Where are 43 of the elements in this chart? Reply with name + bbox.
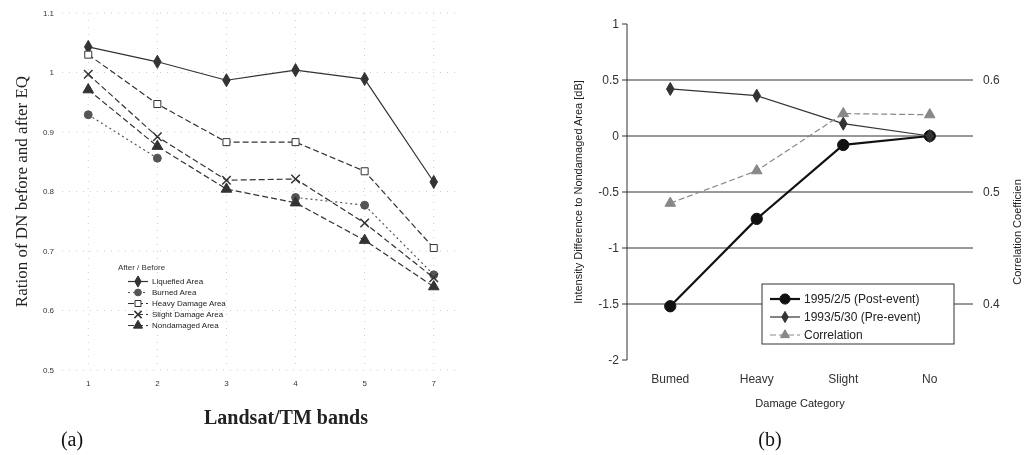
legend-label: Correlation (804, 328, 863, 343)
legend-label: Heavy Damage Area (152, 299, 227, 309)
y-axis-title: Ration of DN before and after EQ (12, 75, 31, 308)
x-tick-label: Slight (828, 372, 859, 386)
legend-label: Nondamaged Area (152, 321, 220, 331)
legend-label: 1995/2/5 (Post-event) (804, 292, 920, 307)
y-tick-label: 0.9 (42, 127, 55, 137)
y2-tick-label: 0.6 (983, 73, 1001, 88)
y-tick-label: -1 (608, 241, 620, 256)
y-tick-label: 0.5 (42, 365, 55, 375)
x-tick-label: Heavy (739, 372, 774, 386)
x-tick-label: 1 (86, 379, 92, 388)
y-tick-label: 0.8 (42, 187, 55, 197)
y-tick-label: 0 (612, 129, 620, 144)
y-tick-label: 0.7 (42, 246, 55, 256)
x-tick-label: 2 (155, 379, 161, 388)
y-tick-label: 0.6 (42, 306, 55, 316)
y2-axis-title: Correlation Coefficien (1011, 179, 1023, 285)
y-tick-label: 1 (49, 68, 55, 78)
legend-label: Liquefied Area (152, 277, 204, 287)
y-axis-title: Intensity Difference to Nondamaged Area [dB] (572, 80, 584, 304)
y-tick-label: -1.5 (598, 297, 620, 312)
x-axis-title: Landsat/TM bands (204, 406, 369, 428)
x-tick-label: 5 (362, 379, 368, 388)
x-tick-label: Bumed (651, 372, 690, 386)
legend-label: Slight Damage Area (152, 310, 224, 320)
x-tick-label: 7 (431, 379, 437, 388)
y2-tick-label: 0.4 (983, 297, 1001, 312)
legend-label: 1993/5/30 (Pre-event) (804, 310, 921, 325)
x-axis-title: Damage Category (755, 397, 846, 409)
legend-title: After / Before (118, 263, 166, 272)
y-tick-label: -2 (608, 353, 620, 368)
x-tick-label: 4 (293, 379, 299, 388)
x-tick-label: No (922, 372, 938, 386)
legend-label: Burned Area (152, 288, 198, 298)
text: (b) (758, 428, 782, 451)
x-tick-label: 3 (224, 379, 230, 388)
y-tick-label: 0.5 (602, 73, 620, 88)
y-tick-label: 1 (612, 17, 620, 32)
y2-tick-label: 0.5 (983, 185, 1001, 200)
y-tick-label: -0.5 (598, 185, 620, 200)
text: (a) (60, 428, 84, 451)
y-tick-label: 1.1 (42, 8, 55, 18)
